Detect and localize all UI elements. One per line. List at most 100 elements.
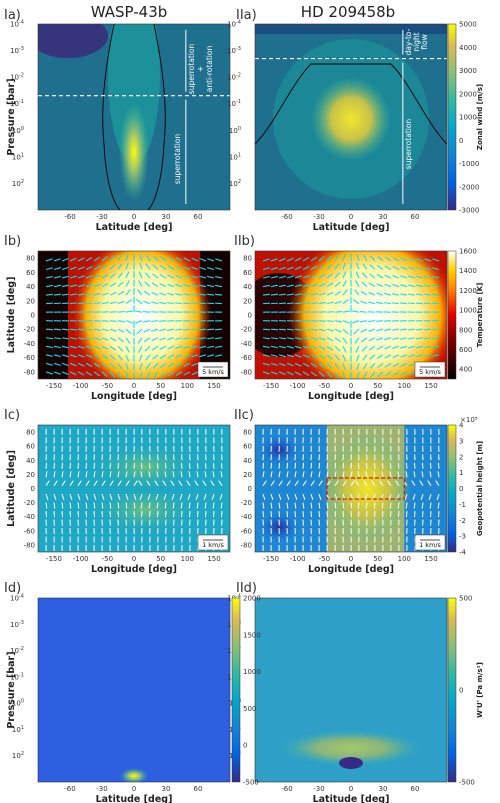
y-tick-label: 101 <box>12 725 24 734</box>
wind-arrow <box>61 480 66 486</box>
wind-arrow <box>152 255 159 262</box>
wind-arrow <box>77 462 80 469</box>
wind-arrow <box>381 471 384 478</box>
wind-arrow <box>270 284 278 288</box>
colorbar-flux-right: 500 0 -500 W'U' [Pa m/s²] <box>447 595 484 787</box>
wind-arrow <box>53 362 61 366</box>
wind-arrow <box>384 345 392 350</box>
colorbar-tick-label: 600 <box>459 346 472 354</box>
y-axis-label: Latitude [deg] <box>6 450 17 527</box>
wind-arrow <box>45 362 53 366</box>
wind-arrow <box>342 262 346 270</box>
wind-arrow <box>61 371 69 375</box>
wind-arrow <box>416 257 424 262</box>
wind-arrow <box>362 254 368 262</box>
wind-arrow <box>151 345 159 351</box>
wind-arrow <box>45 284 53 288</box>
wind-arrow <box>423 337 432 340</box>
wind-arrow <box>270 267 278 271</box>
wind-arrow <box>195 493 199 500</box>
y-tick-label: 102 <box>12 751 24 760</box>
wind-arrow <box>148 502 151 509</box>
wind-arrow <box>188 471 191 478</box>
wind-arrow <box>61 471 64 478</box>
y-tick-base: 10 <box>229 127 238 135</box>
colorbar-tick-label: 1400 <box>459 267 477 275</box>
wind-arrow <box>125 280 130 287</box>
wind-arrow <box>143 337 151 343</box>
wind-arrow <box>326 480 331 486</box>
wind-arrow <box>278 462 281 469</box>
wind-arrow <box>352 320 360 324</box>
wind-arrow <box>278 502 281 509</box>
wind-arrow <box>415 328 424 331</box>
wind-arrow <box>138 346 143 353</box>
wind-arrow <box>342 371 346 379</box>
wind-arrow <box>318 264 326 270</box>
wind-arrow <box>432 258 440 262</box>
wind-arrow <box>167 354 175 359</box>
wind-arrow <box>175 362 183 367</box>
wind-arrow <box>85 362 93 367</box>
y-tick-base: 10 <box>10 21 19 29</box>
wind-arrow <box>310 292 318 296</box>
wind-arrow <box>117 493 121 500</box>
y-tick-label: 40 <box>243 457 252 465</box>
wind-arrow <box>101 362 108 369</box>
wind-arrow <box>342 328 349 335</box>
wind-arrow <box>145 263 151 270</box>
wind-arrow <box>400 362 408 367</box>
field-blob <box>89 442 200 493</box>
wind-arrow <box>159 328 167 332</box>
scale-label: 1 km/s <box>419 541 441 549</box>
y-tick-label: 0 <box>248 312 252 320</box>
wind-arrow <box>172 471 175 478</box>
y-tick-base: 10 <box>229 153 238 161</box>
y-tick-base: 10 <box>12 180 21 188</box>
y-tick-label: 80 <box>243 429 252 437</box>
wind-arrow <box>215 258 223 262</box>
wind-arrow <box>85 462 88 469</box>
wind-arrow <box>384 354 392 359</box>
wind-arrow <box>167 274 175 279</box>
x-tick-label: 60 <box>194 785 203 793</box>
wind-arrow <box>384 362 392 368</box>
wind-arrow <box>183 266 191 270</box>
wind-arrow <box>135 320 143 324</box>
wind-arrow <box>69 471 72 478</box>
y-tick-label: -60 <box>241 527 252 535</box>
wind-arrow <box>424 258 432 262</box>
wind-arrow <box>125 371 129 379</box>
wind-arrow <box>45 258 53 262</box>
wind-arrow <box>367 320 376 323</box>
colorbar-label: Temperature [K] <box>476 283 484 348</box>
wind-arrow <box>117 363 123 370</box>
wind-arrow <box>363 371 368 379</box>
y-tick-exponent: -2 <box>236 73 241 79</box>
wind-arrow <box>379 480 384 486</box>
wind-arrow <box>362 263 368 270</box>
panel-label: IIa) <box>236 8 257 23</box>
wind-arrow <box>175 274 183 279</box>
wind-arrow <box>318 502 321 509</box>
wind-arrow <box>69 480 74 486</box>
x-tick-label: 60 <box>194 213 203 221</box>
wind-arrow <box>77 371 85 376</box>
wind-arrow <box>392 293 400 296</box>
field-blob <box>38 24 108 58</box>
wind-arrow <box>400 275 408 279</box>
wind-arrow <box>117 345 124 352</box>
annotation-text: superrotation <box>173 134 182 185</box>
wind-arrow <box>125 502 128 509</box>
wind-arrow <box>350 462 353 469</box>
wind-arrow <box>125 254 129 262</box>
y-tick-base: 10 <box>227 595 236 603</box>
wind-arrow <box>326 462 329 469</box>
wind-arrow <box>175 354 183 359</box>
wind-arrow <box>183 257 191 262</box>
wind-arrow <box>191 371 199 376</box>
wind-arrow <box>262 337 271 340</box>
wind-arrow <box>262 345 270 349</box>
colorbar-temperature: 1600 1400 1200 1000 800 600 400 Temperature [K] <box>447 248 484 380</box>
wind-arrow <box>215 276 223 279</box>
